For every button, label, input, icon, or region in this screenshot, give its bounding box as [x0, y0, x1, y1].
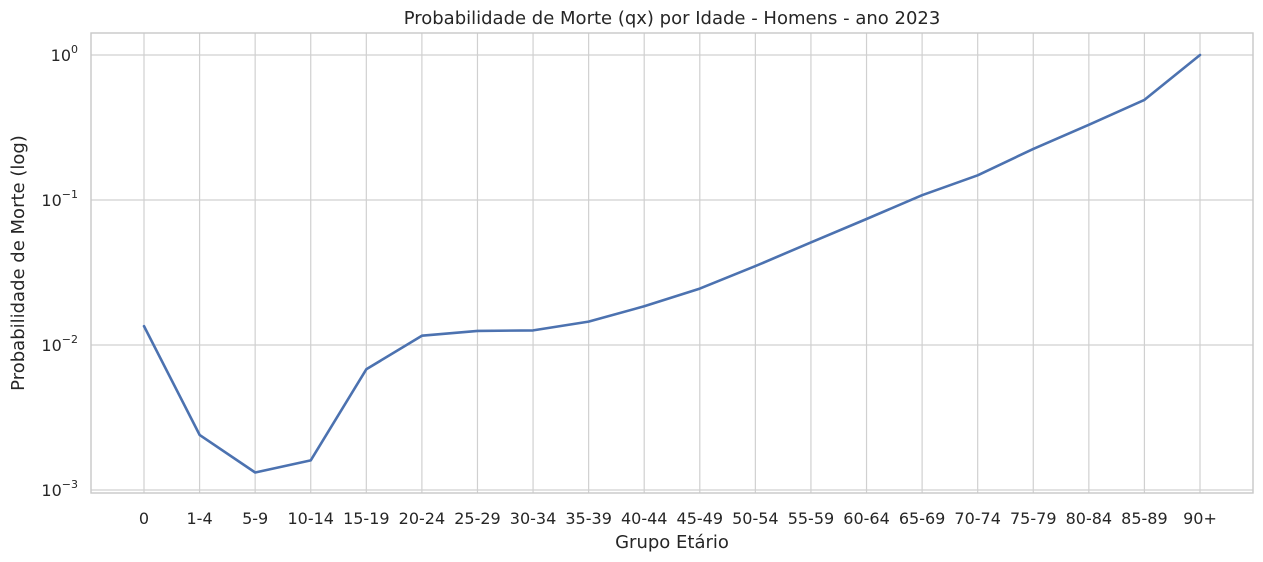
- x-tick-label: 15-19: [343, 509, 390, 528]
- y-axis-ticks: 10−3 10−2 10−1 100: [41, 43, 78, 500]
- x-tick-label: 90+: [1183, 509, 1217, 528]
- x-tick-label: 65-69: [899, 509, 946, 528]
- x-tick-label: 55-59: [788, 509, 835, 528]
- chart-title: Probabilidade de Morte (qx) por Idade - …: [404, 8, 941, 29]
- y-tick-label: 10−1: [41, 188, 78, 210]
- x-tick-label: 85-89: [1121, 509, 1168, 528]
- x-axis-ticks: 0 1-4 5-9 10-14 15-19 20-24 25-29 30-34 35-39 40-…: [139, 509, 1217, 528]
- x-tick-label: 10-14: [287, 509, 334, 528]
- x-tick-label: 25-29: [454, 509, 501, 528]
- y-tick-label: 10−3: [41, 478, 78, 500]
- x-tick-label: 30-34: [510, 509, 557, 528]
- x-tick-label: 45-49: [677, 509, 724, 528]
- x-tick-label: 70-74: [954, 509, 1001, 528]
- x-axis-label: Grupo Etário: [615, 532, 729, 553]
- y-tick-label: 100: [51, 43, 78, 65]
- x-tick-label: 5-9: [242, 509, 268, 528]
- x-tick-label: 80-84: [1066, 509, 1113, 528]
- y-tick-label: 10−2: [41, 333, 78, 355]
- x-tick-label: 60-64: [843, 509, 890, 528]
- x-tick-label: 50-54: [732, 509, 779, 528]
- y-axis-label: Probabilidade de Morte (log): [8, 135, 29, 391]
- series: [142, 53, 1202, 474]
- x-tick-label: 0: [139, 509, 149, 528]
- x-tick-label: 35-39: [565, 509, 612, 528]
- series-line: [142, 53, 1202, 474]
- grid: [91, 33, 1253, 493]
- x-tick-label: 1-4: [187, 509, 213, 528]
- plot-frame: [90, 32, 1254, 494]
- x-tick-label: 40-44: [621, 509, 668, 528]
- x-tick-label: 75-79: [1010, 509, 1057, 528]
- x-tick-label: 20-24: [399, 509, 446, 528]
